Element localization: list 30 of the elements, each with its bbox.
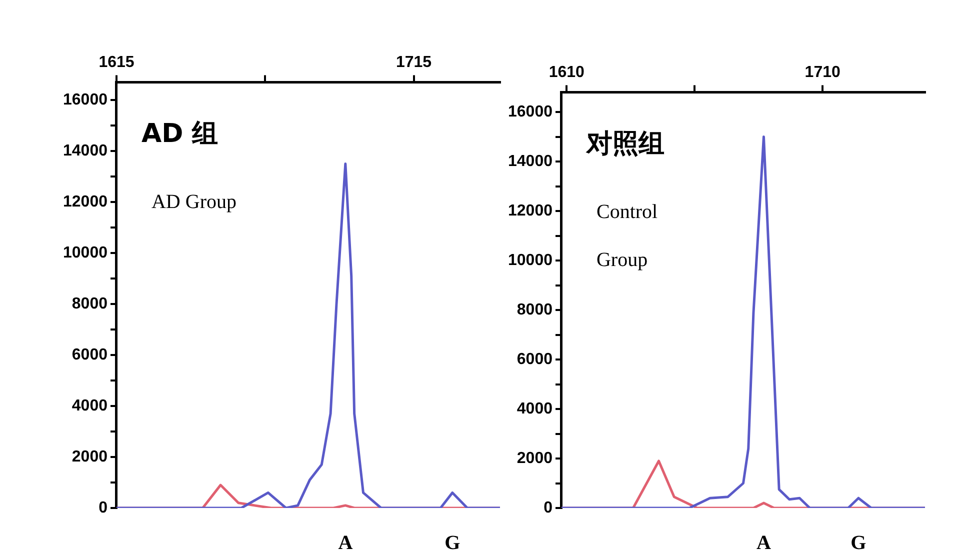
x-tick-label: 1615 — [98, 54, 134, 72]
y-tick-label: 10000 — [508, 252, 553, 269]
y-tick-label: 10000 — [62, 244, 108, 262]
y-tick-label: 0 — [544, 499, 553, 516]
text: A — [756, 532, 772, 554]
annotation: AD 组 — [141, 119, 218, 150]
x-tick-label: 1610 — [548, 64, 585, 82]
x-tick-label: 1715 — [396, 54, 432, 72]
y-tick-label: 6000 — [72, 346, 108, 364]
annotation: AD Group — [151, 191, 236, 214]
y-tick-label: 14000 — [62, 142, 108, 160]
y-tick-label: 2000 — [72, 448, 108, 466]
y-tick-label: 16000 — [62, 91, 108, 108]
y-tick-label: 12000 — [62, 193, 108, 210]
y-tick-label: 16000 — [508, 103, 553, 120]
y-tick-label: 4000 — [72, 397, 108, 414]
y-tick-label: 0 — [98, 499, 108, 516]
x-tick-label: 1710 — [804, 64, 840, 82]
text: G — [850, 532, 867, 554]
y-tick-label: 8000 — [72, 295, 108, 312]
y-tick-label: 2000 — [516, 450, 553, 467]
y-tick-label: 8000 — [516, 301, 553, 318]
y-tick-label: 4000 — [516, 400, 553, 418]
y-tick-label: 12000 — [508, 202, 553, 220]
text: Control Group — [596, 201, 658, 272]
text: G — [444, 532, 461, 554]
y-tick-label: 6000 — [516, 350, 553, 368]
annotation: 对照组 — [585, 129, 664, 160]
y-tick-label: 14000 — [508, 152, 553, 170]
text: A — [338, 532, 354, 554]
